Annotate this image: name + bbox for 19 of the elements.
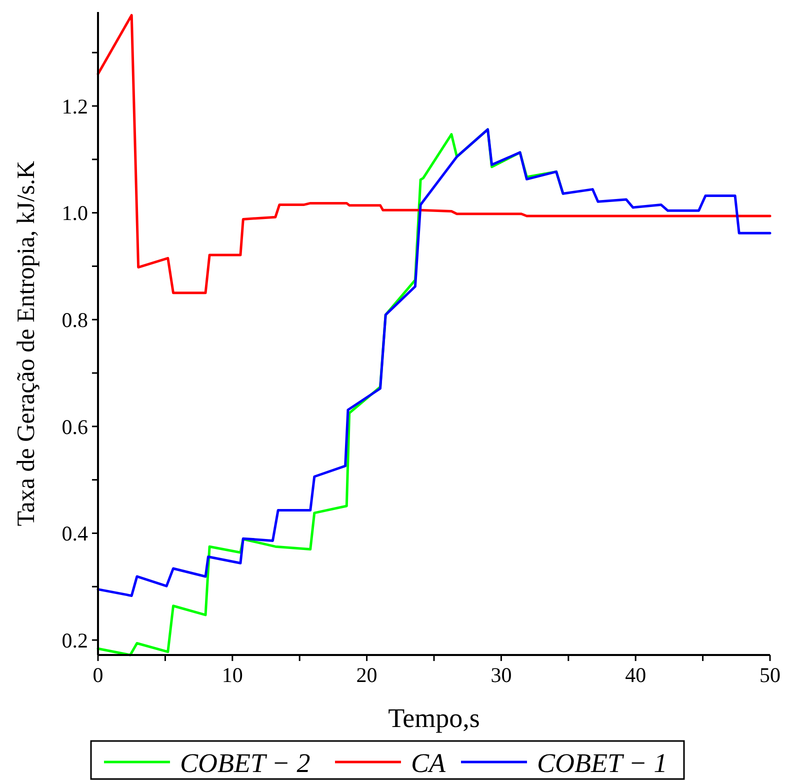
y-tick-label: 1.2 <box>62 94 88 118</box>
legend-label: CA <box>411 748 446 778</box>
y-tick-label: 1.0 <box>62 201 88 226</box>
line-series <box>96 128 772 597</box>
y-tick-label: 0.4 <box>62 522 88 546</box>
x-tick-label: 50 <box>760 663 780 687</box>
line-series <box>96 14 772 294</box>
y-tick-label: 0.8 <box>62 308 88 332</box>
x-tick-label: 20 <box>356 663 378 687</box>
y-tick-label: 0.6 <box>62 414 88 439</box>
x-tick-label: 0 <box>92 663 104 687</box>
x-tick-label: 10 <box>222 663 243 687</box>
legend-label: COBET − 1 <box>537 748 668 778</box>
y-axis-title: Taxa de Geração de Entropia, kJ/s.K <box>13 160 40 526</box>
x-axis-title: Tempo,s <box>388 703 480 733</box>
x-tick-label: 30 <box>490 663 512 687</box>
legend-label: COBET − 2 <box>180 748 310 778</box>
y-tick-label: 0.2 <box>62 628 88 652</box>
x-tick-label: 40 <box>625 663 646 687</box>
